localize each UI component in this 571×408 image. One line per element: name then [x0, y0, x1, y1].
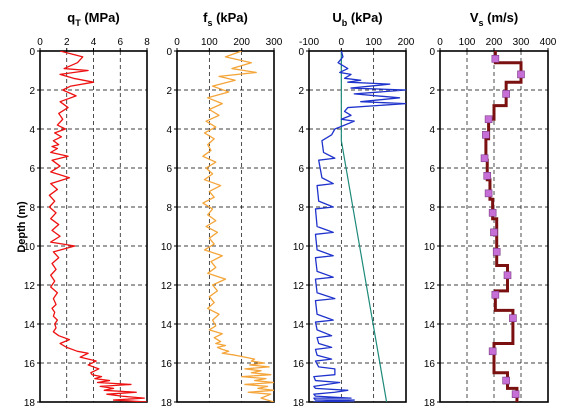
qt-panel-title: qT (MPa) [67, 10, 119, 28]
vs-measurement-marker [503, 271, 512, 280]
vs-x-tick-label: 200 [486, 37, 503, 48]
ub-x-tick-label: 200 [398, 37, 415, 48]
vs-measurement-marker [484, 189, 493, 198]
vs-measurement-marker [511, 390, 520, 399]
qt-x-tick-label: 4 [91, 37, 97, 48]
vs-measurement-marker [488, 209, 497, 217]
fs-x-tick-label: 100 [201, 37, 218, 48]
ub-y-tick-label: 14 [293, 320, 305, 331]
vs-y-tick-label: 6 [429, 164, 435, 175]
ub-panel-title: Ub (kPa) [332, 10, 382, 28]
qt-y-tick-label: 12 [24, 281, 36, 292]
ub-y-tick-label: 12 [293, 281, 305, 292]
vs-data-layer [480, 51, 525, 402]
fs-y-tick-label: 6 [166, 164, 172, 175]
ub-y-tick-label: 8 [298, 203, 304, 214]
fs-data-layer [202, 51, 274, 402]
fs-x-tick-label: 0 [174, 37, 180, 48]
qt-y-tick-label: 14 [24, 320, 36, 331]
vs-measurement-marker [482, 131, 490, 139]
fs-y-tick-label: 0 [166, 47, 172, 58]
vs-measurement-marker [488, 347, 497, 356]
vs-x-tick-label: 300 [513, 37, 530, 48]
vs-measurement-marker [491, 290, 500, 299]
qt-panel: 0 2 4 6 8 0 2 4 6 8 10 12 14 16 18 qT (MPa) [24, 10, 150, 408]
qt-y-tick-label: 18 [24, 398, 36, 408]
vs-y-tick-label: 14 [424, 320, 436, 331]
vs-y-tick-label: 16 [424, 359, 436, 370]
ub-x-tick-label: 0 [339, 37, 345, 48]
vs-y-tick-label: 18 [424, 398, 436, 408]
ub-data-layer [313, 51, 406, 402]
vs-measurement-marker [490, 228, 498, 237]
qt-x-tick-label: 0 [37, 37, 43, 48]
qt-data-layer [48, 51, 147, 402]
fs-y-tick-label: 12 [161, 281, 173, 292]
fs-y-tick-label: 2 [166, 86, 172, 97]
fs-y-tick-label: 4 [166, 125, 172, 136]
vs-x-tick-label: 0 [437, 37, 443, 48]
ub-profile-line [313, 51, 406, 402]
vs-x-tick-label: 100 [459, 37, 476, 48]
ub-y-tick-label: 16 [293, 359, 305, 370]
vs-measurement-marker [509, 314, 517, 322]
qt-x-tick-label: 6 [117, 37, 123, 48]
vs-measurement-marker [492, 248, 501, 256]
qt-x-tick-label: 2 [64, 37, 70, 48]
vs-measurement-marker [480, 154, 489, 163]
ub-x-tick-label: 100 [365, 37, 382, 48]
fs-y-tick-label: 18 [161, 398, 173, 408]
vs-y-tick-label: 8 [429, 203, 435, 214]
qt-y-tick-label: 10 [24, 242, 36, 253]
qt-x-tick-label: 8 [144, 37, 150, 48]
fs-x-tick-label: 300 [266, 37, 283, 48]
qt-y-tick-label: 16 [24, 359, 36, 370]
fs-panel: 0 100 200 300 0 2 4 6 8 10 12 14 16 18 fs (kPa) [161, 10, 283, 408]
ub-y-tick-label: 2 [298, 86, 304, 97]
qt-y-tick-label: 2 [29, 86, 35, 97]
vs-y-tick-label: 0 [429, 47, 435, 58]
fs-profile-line [202, 51, 274, 402]
depth-axis-label: Depth (m) [16, 201, 28, 253]
fs-panel-title: fs (kPa) [203, 10, 248, 28]
vs-y-tick-label: 10 [424, 242, 436, 253]
vs-y-tick-label: 2 [429, 86, 435, 97]
vs-measurement-marker [502, 376, 510, 385]
fs-x-tick-label: 200 [233, 37, 250, 48]
vs-panel: 0 100 200 300 400 0 2 4 6 8 10 12 14 16 18 Vs (m/s) [424, 10, 557, 408]
fs-y-tick-label: 10 [161, 242, 173, 253]
vs-measurement-marker [483, 172, 492, 180]
vs-measurement-marker [491, 54, 500, 63]
vs-step-profile [484, 51, 523, 402]
ub-y-tick-label: 18 [293, 398, 305, 408]
vs-measurement-marker [502, 90, 510, 98]
qt-y-tick-label: 8 [29, 203, 35, 214]
qt-y-tick-label: 0 [29, 47, 35, 58]
ub-x-tick-label: -100 [299, 37, 319, 48]
fs-y-tick-label: 16 [161, 359, 173, 370]
vs-x-tick-label: 400 [540, 37, 557, 48]
fs-plot-frame [176, 50, 275, 403]
vs-panel-title: Vs (m/s) [470, 10, 518, 28]
ub-hydrostatic-line [340, 51, 388, 402]
qt-y-tick-label: 6 [29, 164, 35, 175]
ub-y-tick-label: 6 [298, 164, 304, 175]
vs-measurement-marker [517, 70, 525, 79]
vs-y-tick-label: 12 [424, 281, 436, 292]
fs-y-tick-label: 8 [166, 203, 172, 214]
qt-profile-line [48, 51, 147, 402]
ub-plot-frame [308, 50, 407, 403]
ub-y-tick-label: 4 [298, 125, 304, 136]
vs-y-tick-label: 4 [429, 125, 435, 136]
qt-y-tick-label: 4 [29, 125, 35, 136]
vs-measurement-marker [484, 115, 493, 124]
fs-y-tick-label: 14 [161, 320, 173, 331]
ub-y-tick-label: 10 [293, 242, 305, 253]
ub-y-tick-label: 0 [298, 47, 304, 58]
